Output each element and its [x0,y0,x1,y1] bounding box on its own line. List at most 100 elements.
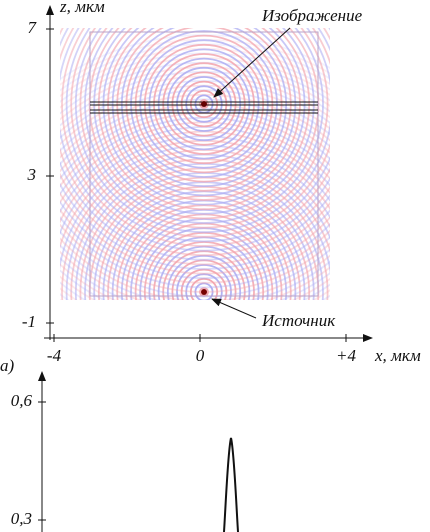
wave-ring [189,89,219,119]
wave-ring [120,208,288,300]
wave-ring [74,162,330,300]
intensity-curve [223,437,239,532]
wave-ring [166,66,242,142]
wave-ring [79,167,329,300]
wave-ring [107,28,301,201]
wave-ring [60,208,330,284]
wave-ring [97,185,311,300]
source-annotation: Источник [261,311,336,330]
wave-ring [180,268,228,300]
wave-ring [60,200,330,280]
wave-ring [148,48,260,160]
wave-ring [166,254,242,300]
wave-ring [93,28,315,215]
wave-ring [60,57,330,109]
wave-ring [60,28,330,261]
wave-ring [153,53,255,155]
wave-ring [97,28,311,211]
wave-ring [60,61,330,115]
wave-ring [60,34,330,81]
wave-ring [176,76,232,132]
wave-ring [60,28,330,257]
wave-ring [157,57,251,151]
z-tick-label: 3 [27,165,37,184]
wave-ring [130,30,278,178]
wave-ring [65,153,330,300]
wave-ring [171,259,237,300]
wave-ring [79,28,329,229]
wave-ring [107,195,301,300]
wave-ring [162,62,246,146]
wave-ring [116,204,292,300]
wave-ring [134,34,274,174]
x-axis-label: x, мкм [374,346,421,365]
image-point [201,101,207,107]
wave-ring [84,28,324,224]
wave-ring [180,80,228,128]
source-arrow [211,298,257,319]
x-tick-label: -4 [47,346,62,365]
wave-ring [60,139,330,250]
image-annotation: Изображение [261,6,363,25]
wave-ring [60,28,330,266]
wave-ring [60,38,330,86]
wave-ring [84,172,324,300]
wave-ring [70,28,330,238]
wave-ring [60,43,330,92]
wave-ring [60,191,330,275]
wave-ring [199,99,209,109]
z-tick-label: 7 [28,18,38,37]
wave-ring [148,236,260,300]
wave-ring [60,135,330,235]
wave-ring [143,231,265,300]
wave-ring [60,28,330,252]
wave-ring [60,144,330,271]
wave-ring [171,71,237,137]
x-tick-label: +4 [336,346,356,365]
wave-ring [125,28,283,183]
wave-ring [60,52,330,103]
wave-ring [111,28,297,197]
z-tick-label: -1 [22,312,36,331]
wave-ring [139,227,269,300]
wave-ring [70,158,330,300]
wave-ring [157,245,251,300]
wave-ring [60,216,330,289]
y-tick-label-b: 0,3 [11,509,32,528]
wave-ring [65,28,330,243]
wave-ring [134,222,274,300]
y-tick-label-b: 0,6 [11,391,33,410]
wave-ring [61,28,330,247]
wave-ring [111,199,297,300]
wave-ring [162,250,246,300]
wave-ring [189,277,219,300]
wave-ring [125,213,283,300]
wave-ring [143,43,265,165]
wave-ring [60,230,330,298]
wave-ring [120,28,288,188]
wave-ring [139,39,269,169]
wave-ring [176,264,232,300]
wave-ring [116,28,292,192]
wave-ring [74,28,330,234]
wave-ring [130,218,278,300]
source-point [201,289,207,295]
domain-box [89,31,319,297]
wave-ring [93,181,315,300]
wave-ring [102,190,306,300]
z-axis-label: z, мкм [59,0,105,16]
wave-ring [102,28,306,206]
x-tick-label: 0 [196,346,205,365]
wave-ring [185,273,223,300]
wave-ring [60,47,330,98]
wave-ring [60,66,330,121]
wave-ring [60,182,330,270]
wave-ring [194,282,214,300]
wave-ring [60,70,330,127]
panel-label: а) [0,356,15,375]
image-arrow [213,27,291,98]
wave-ring [153,241,255,300]
